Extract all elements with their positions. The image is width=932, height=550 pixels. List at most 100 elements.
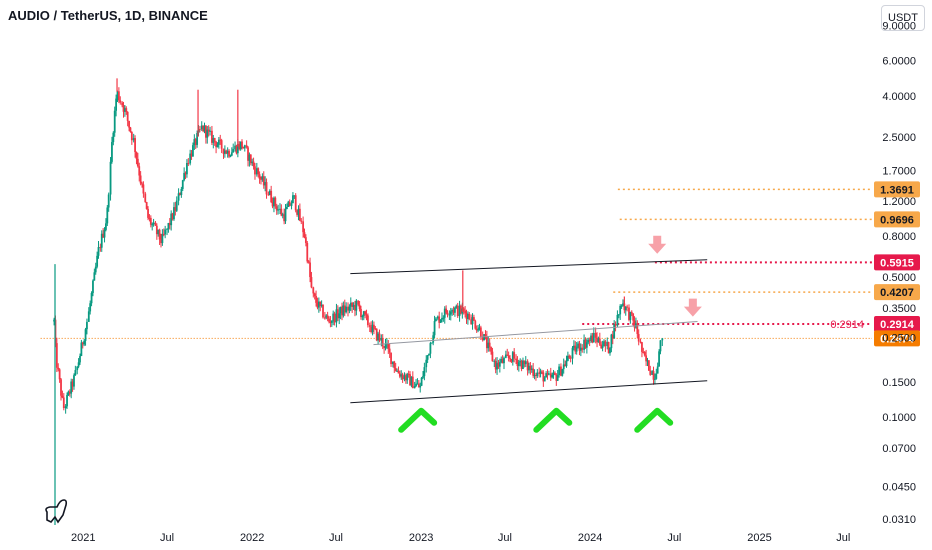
- candle-body: [209, 130, 211, 132]
- candle-body: [116, 91, 119, 99]
- candle-body: [149, 217, 152, 225]
- candle-body: [546, 373, 549, 375]
- candle-body: [611, 334, 614, 339]
- x-tick-label: Jul: [329, 532, 343, 544]
- candle-body: [639, 341, 642, 343]
- candle-body: [607, 342, 610, 354]
- candle-body: [479, 327, 482, 337]
- candle-body: [241, 141, 243, 148]
- candle-body: [425, 359, 428, 368]
- candle-body: [160, 239, 162, 244]
- candle-body: [581, 347, 584, 350]
- candle-body: [138, 166, 141, 176]
- candle-body: [620, 305, 623, 307]
- candle-body: [571, 347, 574, 359]
- candle-body: [260, 178, 262, 180]
- candle-body: [455, 305, 458, 308]
- candle-body: [297, 208, 300, 215]
- candle-body: [198, 129, 201, 131]
- candle-body: [326, 315, 329, 319]
- candle-body: [319, 301, 322, 306]
- candle-body: [67, 391, 70, 396]
- candle-body: [152, 222, 155, 225]
- y-tick-label: 0.8000: [882, 231, 916, 243]
- candle-body: [555, 374, 558, 381]
- candle-body: [464, 310, 467, 314]
- candle-body: [117, 91, 120, 101]
- y-tick-label: 6.0000: [882, 56, 916, 68]
- candle-body: [465, 313, 468, 320]
- candle-body: [61, 395, 64, 398]
- candle-body: [429, 343, 432, 354]
- candle-body: [184, 172, 187, 175]
- candle-body: [501, 359, 504, 364]
- candle-body: [94, 266, 97, 273]
- currency-button[interactable]: USDT: [881, 5, 925, 31]
- candle-body: [641, 342, 643, 352]
- candle-body: [335, 309, 338, 323]
- candle-body: [252, 161, 255, 167]
- candle-body: [497, 362, 500, 367]
- candle-body: [488, 342, 491, 347]
- candle-body: [629, 311, 632, 320]
- candle-body: [588, 339, 591, 341]
- candle-body: [106, 207, 109, 224]
- candle-body: [141, 183, 143, 185]
- candle-body: [398, 373, 401, 377]
- candle-body: [170, 213, 173, 226]
- candle-body: [81, 342, 84, 345]
- candle-body: [568, 355, 571, 358]
- candle-body: [265, 182, 268, 195]
- price-level-tag-label: 0.2474: [880, 333, 915, 345]
- x-tick-label: 2024: [578, 532, 602, 544]
- candle-body: [626, 306, 629, 308]
- candle-body: [173, 207, 175, 220]
- candle-body: [406, 373, 409, 381]
- price-level-tag: [874, 211, 920, 228]
- candle-body: [113, 110, 116, 133]
- candle-body: [313, 293, 316, 297]
- candle-body: [477, 329, 479, 331]
- candle-body: [484, 334, 487, 337]
- candle-body: [181, 180, 184, 189]
- candle-body: [649, 370, 652, 375]
- candle-body: [448, 314, 451, 316]
- candle-body: [142, 184, 145, 194]
- candle-body: [516, 360, 519, 367]
- candle-body: [162, 233, 165, 235]
- candle-body: [413, 386, 416, 389]
- channel-lower-line: [350, 380, 708, 404]
- candle-body: [494, 360, 497, 370]
- candle-body: [121, 102, 124, 106]
- y-tick-label: 0.3500: [882, 303, 916, 315]
- candle-body: [177, 193, 180, 201]
- price-level-tag: [874, 330, 920, 347]
- candle-body: [290, 203, 293, 206]
- candle-body: [436, 316, 439, 319]
- candle-body: [473, 317, 475, 321]
- candle-body: [574, 345, 577, 352]
- candle-body: [617, 314, 620, 316]
- candle-body: [154, 222, 157, 226]
- candle-body: [428, 353, 430, 356]
- candle-body: [410, 376, 413, 386]
- candle-body: [351, 302, 354, 307]
- candle-body: [274, 197, 277, 207]
- candle-body: [441, 317, 443, 320]
- candle-body: [158, 229, 161, 240]
- candle-body: [370, 326, 373, 333]
- candle-body: [112, 132, 115, 143]
- candle-body: [225, 150, 228, 154]
- candle-body: [202, 125, 205, 132]
- candle-body: [623, 303, 626, 311]
- candle-body: [365, 314, 368, 316]
- y-tick-label: 0.0700: [882, 443, 916, 455]
- candle-body: [292, 195, 294, 204]
- candle-body: [216, 144, 219, 148]
- candle-body: [390, 352, 392, 365]
- candle-body: [271, 202, 274, 207]
- candle-body: [66, 395, 68, 407]
- candle-body: [55, 343, 58, 368]
- candle-body: [257, 168, 260, 175]
